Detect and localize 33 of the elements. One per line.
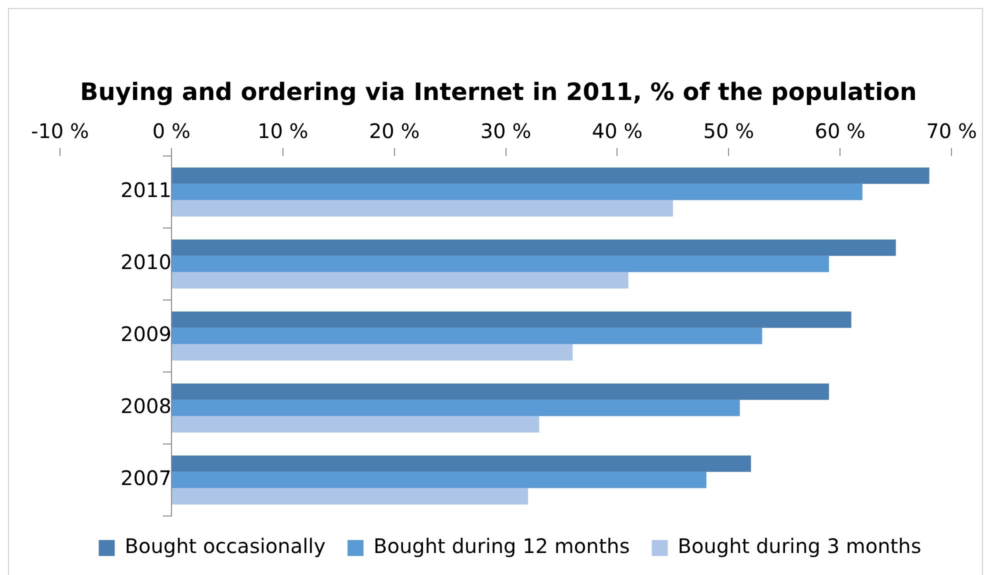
x-tick-label: 10 % <box>257 119 308 144</box>
x-tick-label: 30 % <box>480 119 532 144</box>
y-tick-label: 2007 <box>120 466 172 490</box>
bar <box>172 344 573 360</box>
x-tick-label: 0 % <box>152 119 190 144</box>
bar <box>172 328 762 344</box>
y-tick-label: 2009 <box>120 322 172 346</box>
legend-label: Bought during 12 months <box>374 534 630 558</box>
x-tick-label: 50 % <box>703 119 754 144</box>
y-tick-label: 2010 <box>120 250 172 274</box>
legend-label: Bought during 3 months <box>678 534 922 558</box>
bar <box>172 472 706 488</box>
x-tick-label: 20 % <box>368 119 420 144</box>
bar <box>172 272 628 288</box>
bar <box>172 200 673 216</box>
bar <box>172 488 528 504</box>
x-tick-label: 60 % <box>814 119 866 144</box>
bar <box>172 400 740 416</box>
x-tick-label: 40 % <box>592 119 643 144</box>
x-tick-label: -10 % <box>30 119 90 144</box>
bar <box>172 240 896 256</box>
legend-label: Bought occasionally <box>124 534 326 558</box>
bar <box>172 256 829 272</box>
bar <box>172 416 540 432</box>
x-tick-label: 70 % <box>926 119 977 144</box>
bar <box>172 456 751 472</box>
bar <box>172 184 862 200</box>
y-tick-label: 2008 <box>120 394 172 418</box>
bar <box>172 168 930 184</box>
bar <box>172 312 852 328</box>
bar <box>172 384 829 400</box>
y-tick-label: 2011 <box>120 178 172 202</box>
chart-title: Buying and ordering via Internet in 2011, % of the population <box>80 78 917 106</box>
